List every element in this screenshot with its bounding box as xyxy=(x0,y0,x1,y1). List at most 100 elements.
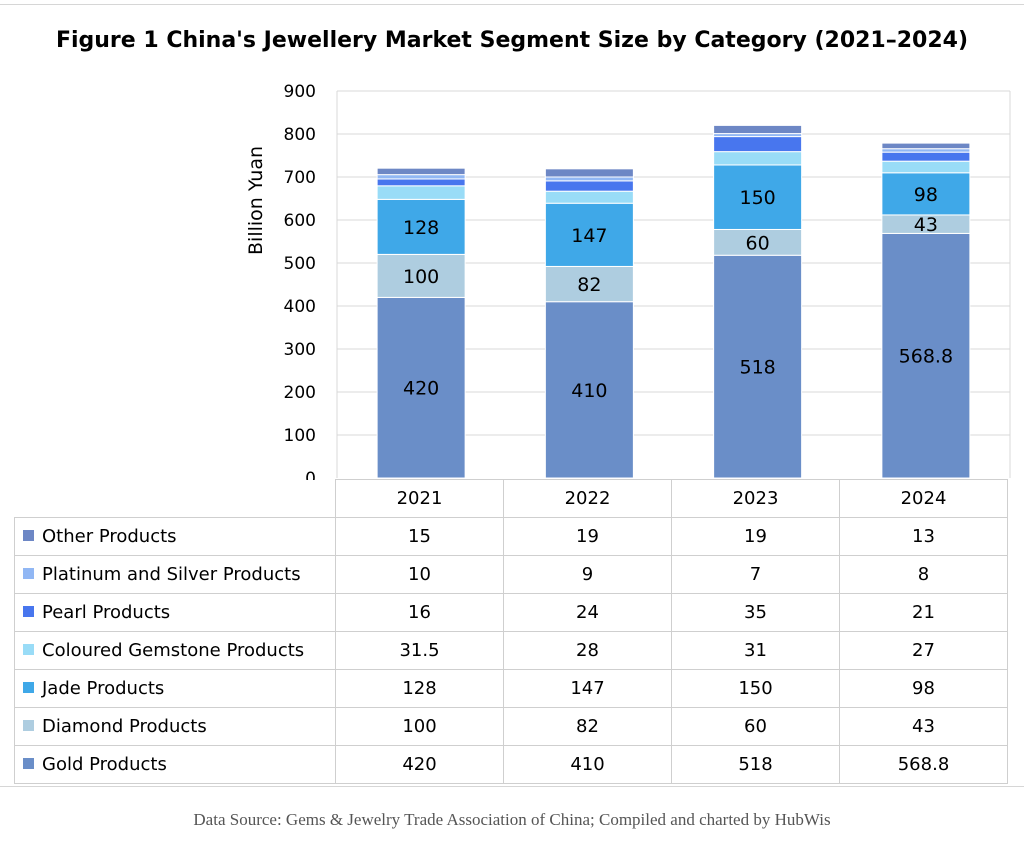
bar-segment xyxy=(713,124,803,135)
y-tick-label: 700 xyxy=(284,168,316,188)
bar-segment xyxy=(376,167,466,176)
table-cell: 28 xyxy=(503,631,672,670)
bar-segment xyxy=(881,172,971,216)
bar-segment xyxy=(713,228,803,256)
table-row: Diamond Products 100 82 60 43 xyxy=(14,707,1008,746)
top-border xyxy=(0,4,1024,5)
table-cell: 31 xyxy=(671,631,840,670)
table-row: Gold Products 420 410 518 568.8 xyxy=(14,745,1008,784)
y-tick-label: 800 xyxy=(284,125,316,145)
table-cell: 19 xyxy=(503,517,672,556)
legend-label: Platinum and Silver Products xyxy=(42,564,301,585)
bar-segment xyxy=(881,151,971,162)
bar-segment xyxy=(544,180,634,192)
legend-label: Jade Products xyxy=(42,678,165,699)
data-label: 568.8 xyxy=(899,346,953,368)
table-cell: 150 xyxy=(671,669,840,708)
legend-label: Diamond Products xyxy=(42,716,207,737)
x-tick-label: 2023 xyxy=(671,479,840,518)
data-label: 410 xyxy=(571,380,607,402)
bar-segment xyxy=(713,136,803,153)
table-cell: 13 xyxy=(839,517,1008,556)
legend-swatch xyxy=(23,758,34,769)
table-cell: 128 xyxy=(335,669,504,708)
table-row: Coloured Gemstone Products 31.5 28 31 27 xyxy=(14,631,1008,670)
table-cell: 31.5 xyxy=(335,631,504,670)
table-row: Jade Products 128 147 150 98 xyxy=(14,669,1008,708)
table-corner xyxy=(14,479,336,518)
y-tick-label: 200 xyxy=(284,383,316,403)
legend-entry: Coloured Gemstone Products xyxy=(14,631,336,670)
bar-segment xyxy=(544,190,634,204)
table-cell: 27 xyxy=(839,631,1008,670)
y-tick-label: 100 xyxy=(284,426,316,446)
chart-plot: 0 100 200 300 400 500 600 700 800 900 420 100 128 41… xyxy=(245,82,1011,480)
data-label: 147 xyxy=(571,225,607,247)
table-header-row: 2021 2022 2023 2024 xyxy=(14,479,1008,518)
data-label: 100 xyxy=(403,266,439,288)
data-label: 420 xyxy=(403,378,439,400)
legend-swatch xyxy=(23,720,34,731)
table-cell: 21 xyxy=(839,593,1008,632)
bar-segment xyxy=(544,301,634,479)
source-note: Data Source: Gems & Jewelry Trade Associ… xyxy=(193,810,831,829)
legend-entry: Other Products xyxy=(14,517,336,556)
bar-segment xyxy=(544,265,634,303)
data-label: 43 xyxy=(914,214,938,236)
data-labels: 420 100 128 410 82 147 518 60 150 568.8 43 98 xyxy=(403,184,953,402)
data-label: 518 xyxy=(739,357,775,379)
bar-segment xyxy=(376,198,466,255)
bar-segment xyxy=(881,148,971,153)
bottom-border xyxy=(0,786,1024,787)
table-cell: 9 xyxy=(503,555,672,594)
bar-segment xyxy=(544,202,634,267)
table-cell: 147 xyxy=(503,669,672,708)
x-tick-label: 2022 xyxy=(503,479,672,518)
legend-swatch xyxy=(23,530,34,541)
bar-segment xyxy=(713,151,803,166)
table-cell: 410 xyxy=(503,745,672,784)
table-cell: 7 xyxy=(671,555,840,594)
table-cell: 43 xyxy=(839,707,1008,746)
bar-segment xyxy=(881,160,971,174)
bar-segment xyxy=(376,178,466,187)
bars xyxy=(376,124,971,479)
legend-entry: Platinum and Silver Products xyxy=(14,555,336,594)
y-tick-label: 400 xyxy=(284,297,316,317)
data-label: 98 xyxy=(914,184,938,206)
bar-segment xyxy=(881,232,971,479)
table-cell: 60 xyxy=(671,707,840,746)
table-cell: 24 xyxy=(503,593,672,632)
table-cell: 100 xyxy=(335,707,504,746)
legend-swatch xyxy=(23,644,34,655)
y-tick-label: 600 xyxy=(284,211,316,231)
legend-swatch xyxy=(23,568,34,579)
data-table: 2021 2022 2023 2024 Other Products 15 19 19 13 P… xyxy=(14,479,1008,784)
legend-label: Pearl Products xyxy=(42,602,171,623)
y-tick-label: 900 xyxy=(284,82,316,102)
table-cell: 82 xyxy=(503,707,672,746)
x-tick-label: 2024 xyxy=(839,479,1008,518)
data-label: 150 xyxy=(739,187,775,209)
y-tick-label: 500 xyxy=(284,254,316,274)
bar-segment xyxy=(713,164,803,230)
data-label: 60 xyxy=(746,232,770,254)
bar-segment xyxy=(713,254,803,479)
data-label: 128 xyxy=(403,217,439,239)
table-header: 2021 2022 2023 2024 xyxy=(14,479,1008,518)
x-tick-label: 2021 xyxy=(335,479,504,518)
table-cell: 98 xyxy=(839,669,1008,708)
table-cell: 16 xyxy=(335,593,504,632)
legend-label: Coloured Gemstone Products xyxy=(42,640,305,661)
legend-swatch xyxy=(23,682,34,693)
legend-label: Other Products xyxy=(42,526,177,547)
bar-segment xyxy=(881,142,971,150)
legend-entry: Pearl Products xyxy=(14,593,336,632)
table-row: Pearl Products 16 24 35 21 xyxy=(14,593,1008,632)
y-axis-ticks: 0 100 200 300 400 500 600 700 800 900 xyxy=(284,82,316,480)
chart-title: Figure 1 China's Jewellery Market Segmen… xyxy=(55,28,969,53)
y-tick-label: 0 xyxy=(305,469,316,480)
y-tick-label: 300 xyxy=(284,340,316,360)
bar-segment xyxy=(544,176,634,182)
